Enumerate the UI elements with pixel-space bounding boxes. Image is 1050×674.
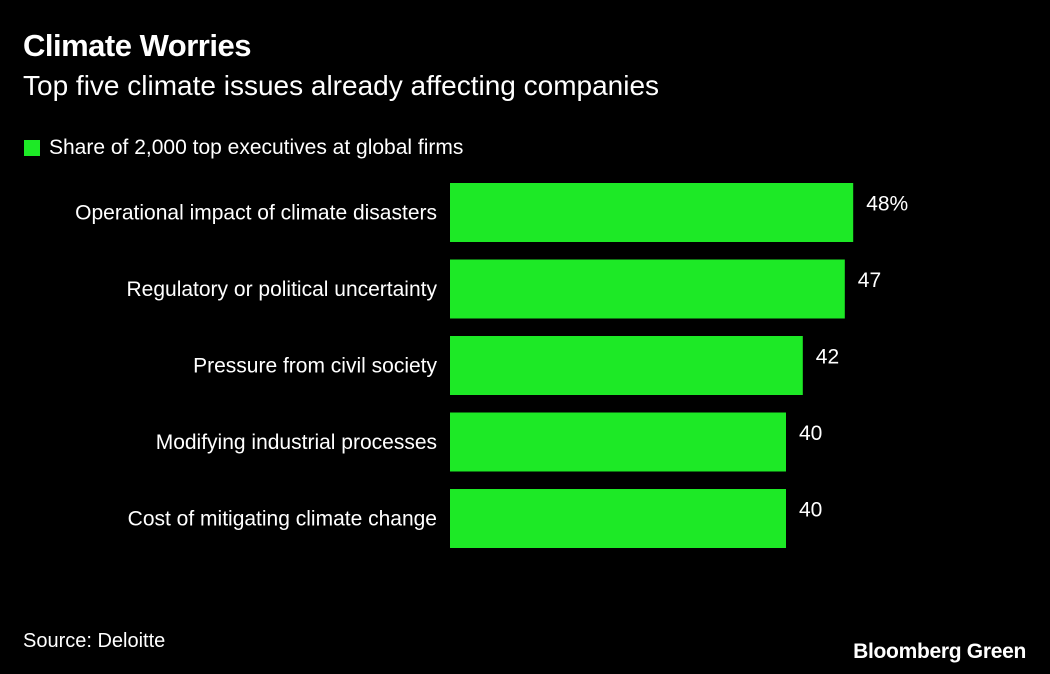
category-label: Operational impact of climate disasters: [75, 202, 437, 225]
bar: [450, 259, 845, 319]
source-note: Source: Deloitte: [23, 630, 166, 652]
bar: [450, 412, 786, 472]
legend-swatch: [24, 140, 40, 156]
data-label: 40: [799, 499, 822, 522]
bar: [450, 489, 786, 548]
legend: Share of 2,000 top executives at global …: [24, 136, 463, 160]
bar: [450, 336, 803, 395]
category-label: Modifying industrial processes: [156, 431, 437, 454]
chart-subtitle: Top five climate issues already affectin…: [23, 70, 660, 101]
data-label: 40: [799, 422, 822, 445]
chart-title: Climate Worries: [23, 28, 251, 63]
legend-label: Share of 2,000 top executives at global …: [49, 136, 464, 159]
category-label: Pressure from civil society: [193, 355, 437, 378]
data-label: 47: [858, 269, 881, 292]
data-label: 42: [816, 346, 839, 369]
brand-logo: Bloomberg Green: [853, 640, 1026, 663]
bar: [450, 183, 854, 242]
category-label: Regulatory or political uncertainty: [127, 278, 438, 301]
data-label: 48%: [866, 193, 908, 216]
category-label: Cost of mitigating climate change: [128, 508, 437, 531]
